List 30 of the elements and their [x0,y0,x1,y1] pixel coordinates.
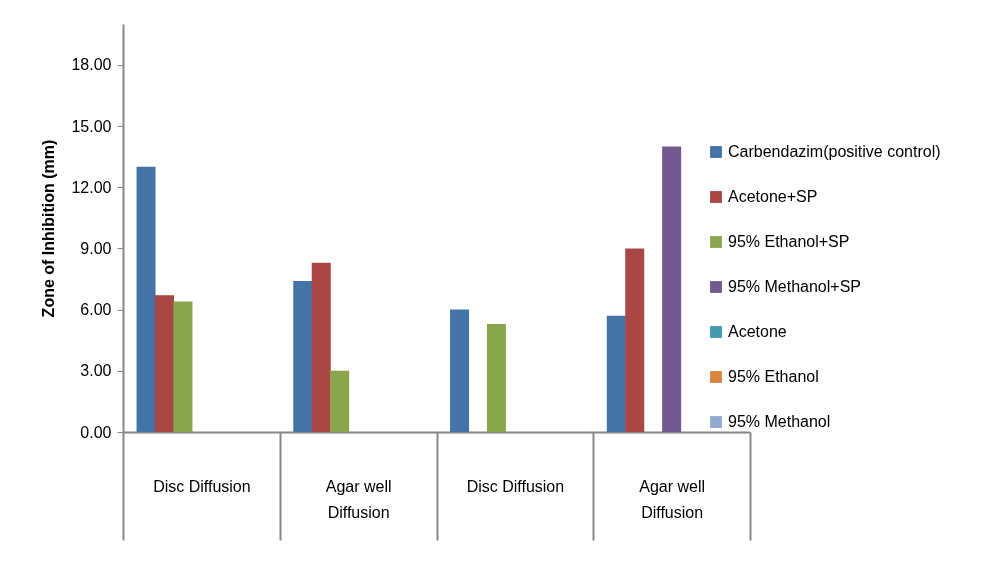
x-tick-label: Agar well Diffusion [639,477,706,521]
x-tick-label: Agar well Diffusion [325,477,392,521]
legend-label: 95% Ethanol+SP [728,233,850,250]
bar [311,262,331,432]
y-tick-label: 0.00 [80,423,112,441]
bar [606,315,626,432]
legend-label: Acetone [728,323,787,340]
bar [625,248,645,432]
legend-label: 95% Methanol [728,413,831,430]
bar [154,295,174,432]
bar [486,323,506,432]
y-tick-label: 18.00 [71,56,112,74]
bar [173,301,193,432]
y-tick-label: 3.00 [80,362,112,380]
legend-label: Acetone+SP [728,188,818,205]
bar [662,146,682,432]
bar [293,281,313,432]
legend-label: Carbendazim(positive control) [728,143,941,160]
y-tick-label: 12.00 [71,178,112,196]
x-tick-label: Disc Diffusion [466,477,565,495]
y-tick-label: 6.00 [80,301,112,319]
legend-label: 95% Methanol+SP [728,278,861,295]
x-tick-label: Disc Diffusion [153,477,251,495]
bar [450,309,470,432]
y-tick-label: 15.00 [71,117,112,135]
bar [136,166,156,432]
y-tick-label: 9.00 [80,239,112,257]
y-axis-title: Zone of Inhibition (mm) [40,139,58,318]
legend-label: 95% Ethanol [728,368,819,385]
bar [330,370,350,432]
